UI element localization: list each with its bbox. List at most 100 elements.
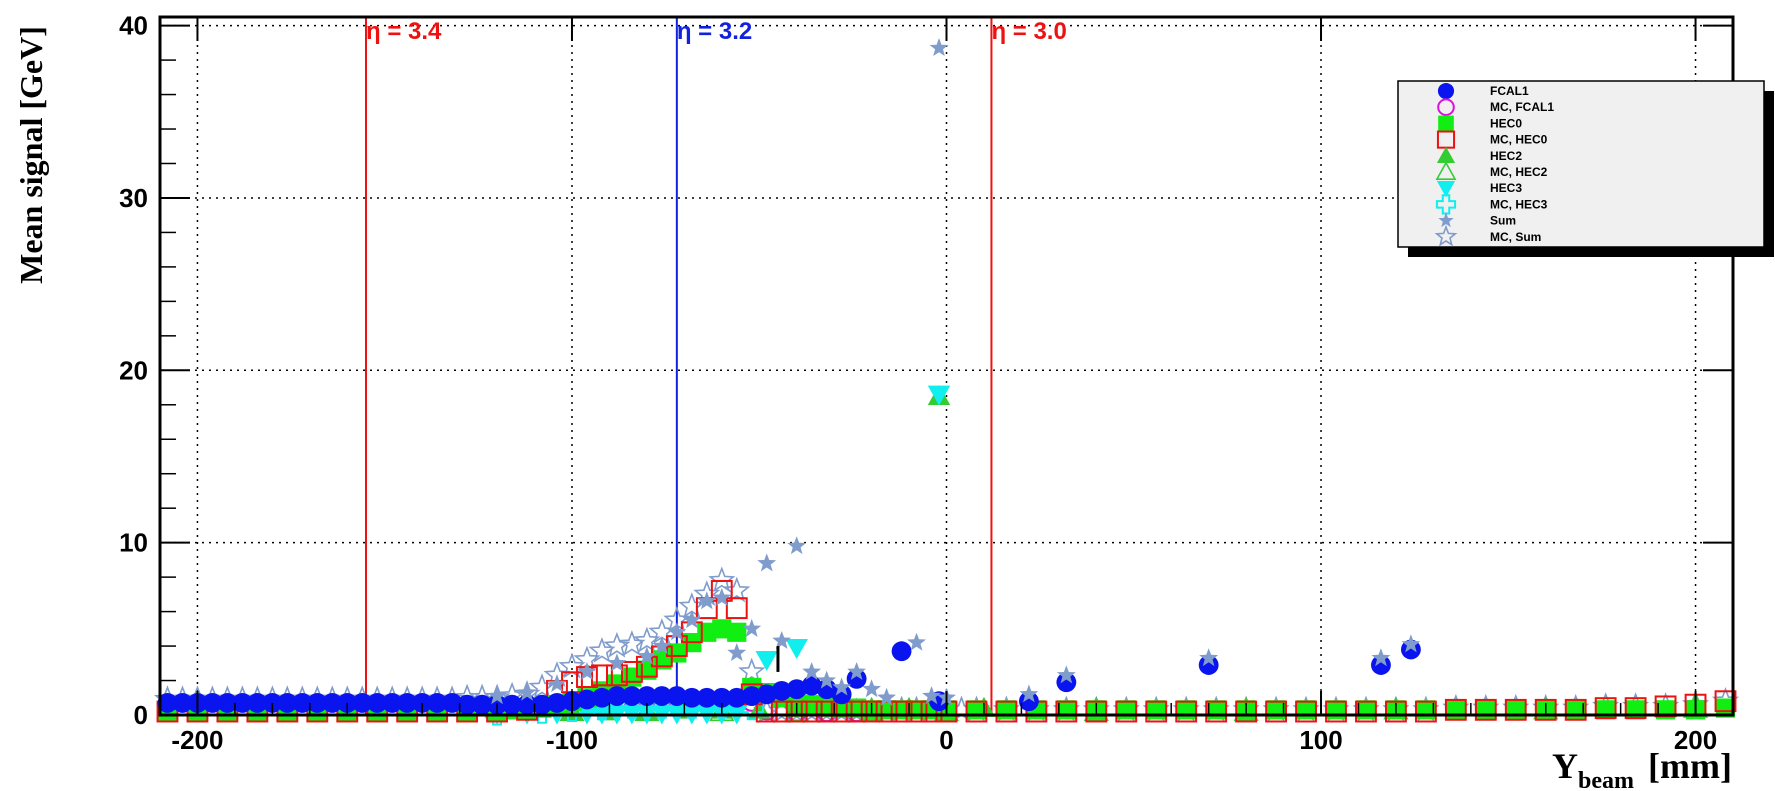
x-tick-label: -200 [171,725,223,755]
data-point [1401,634,1421,653]
data-point [1205,700,1228,723]
data-point [1115,700,1138,723]
data-point [891,641,912,662]
data-point [771,680,792,701]
data-point [1506,700,1526,720]
data-point [965,700,988,723]
data-point [472,694,493,715]
data-point [547,674,567,692]
data-point [1416,700,1436,720]
data-point [1504,698,1527,721]
data-point [1325,700,1347,723]
legend-marker [1438,212,1454,228]
data-point [1371,648,1391,667]
legend-entry: MC, HEC3 [1490,197,1548,211]
data-point [756,684,777,705]
data-point [727,622,747,642]
data-point [831,684,852,705]
data-point [457,694,478,715]
legend-marker [1437,82,1455,100]
data-point [1055,700,1078,723]
eta-label: η = 3.0 [991,18,1066,45]
legend-marker [1436,181,1456,198]
data-point [1371,655,1391,675]
data-point [532,694,552,715]
x-tick-label: 0 [939,725,953,755]
data-point [1385,700,1407,723]
data-point [307,693,328,713]
data-point [1444,698,1467,721]
data-point [708,566,736,593]
legend-marker [1435,194,1457,215]
data-point [696,687,717,708]
data-point [1056,700,1076,720]
data-point [755,651,778,672]
data-point [785,700,808,723]
data-point [681,687,702,708]
data-point [1176,700,1196,720]
series-sum [487,38,1421,706]
y-tick-label: 20 [119,355,148,385]
legend: FCAL1 MC, FCAL1 HEC0 MC, HEC0 HEC2 MC, HEC2 HE… [1397,80,1774,257]
data-point [1534,698,1557,721]
data-point [232,693,253,713]
data-point [1446,700,1466,720]
data-point [636,686,657,706]
data-point [1594,697,1617,720]
data-point [860,700,883,723]
data-point [577,689,597,710]
data-point [1715,698,1736,718]
data-point [1018,691,1039,712]
eta-label: η = 3.2 [677,18,752,45]
data-point [1206,700,1226,720]
series-hec3 [485,385,951,725]
data-point [382,693,403,713]
legend-entry: Sum [1490,214,1516,228]
x-axis-label: Ybeam [mm] [1552,746,1732,791]
data-point [1056,665,1076,684]
data-point [1146,700,1166,720]
legend-marker [1436,146,1456,163]
data-point [741,686,762,706]
data-point [1356,700,1376,720]
data-point [1085,700,1108,723]
data-point [397,693,418,713]
legend-marker [1435,161,1457,180]
data-point [845,700,868,723]
data-point [832,677,852,696]
data-point [712,587,732,606]
legend-entry: FCAL1 [1490,84,1529,98]
data-point [905,700,928,723]
data-point [802,662,822,680]
legend-entry: MC, Sum [1490,230,1541,244]
data-point [801,675,822,696]
data-point [1566,700,1586,720]
y-tick-label: 40 [119,11,148,41]
data-point [547,693,567,713]
data-point [172,693,193,713]
data-point [427,693,448,713]
data-point [727,643,747,661]
data-point [1019,684,1039,703]
data-point [1626,700,1646,720]
x-tick-label: -100 [546,725,598,755]
data-point [606,686,627,706]
data-point [922,686,941,705]
eta-label: η = 3.4 [366,18,442,45]
data-point [815,700,838,723]
data-point [603,631,631,658]
legend-entry: MC, FCAL1 [1490,100,1554,114]
data-point [217,693,238,713]
data-point [412,693,433,713]
data-point [517,682,537,701]
data-point [816,679,837,700]
data-point [877,687,896,706]
data-point [277,693,298,713]
data-point [442,693,463,713]
data-point [202,693,223,713]
data-point [607,653,627,672]
data-point [667,622,687,641]
data-point [817,670,837,689]
data-point [846,668,867,689]
